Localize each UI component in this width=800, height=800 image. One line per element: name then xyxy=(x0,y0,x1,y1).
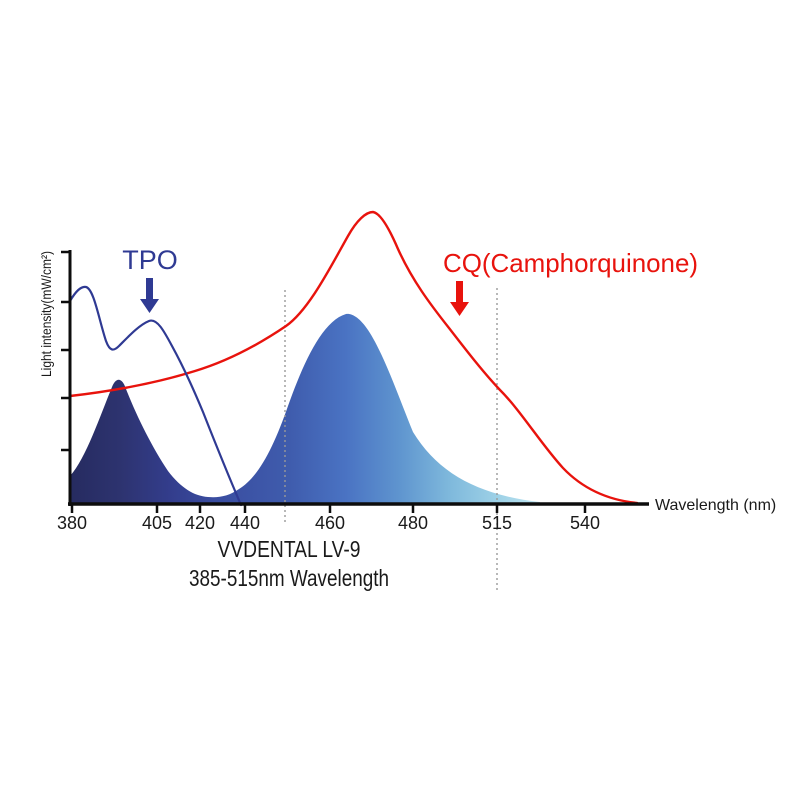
tpo-absorption-curve xyxy=(68,285,243,507)
tpo-down-arrow-icon xyxy=(140,278,159,313)
x-tick-label-380: 380 xyxy=(57,513,87,533)
x-tick-label-540: 540 xyxy=(570,513,600,533)
cq-label: CQ(Camphorquinone) xyxy=(443,248,698,278)
y-axis-title: Light intensity(mW/cm²) xyxy=(38,251,54,377)
x-tick-label-480: 480 xyxy=(398,513,428,533)
x-tick-label-440: 440 xyxy=(230,513,260,533)
x-tick-label-405: 405 xyxy=(142,513,172,533)
cq-down-arrow-icon xyxy=(450,281,469,316)
x-tick-label-460: 460 xyxy=(315,513,345,533)
x-tick-label-420: 420 xyxy=(185,513,215,533)
tpo-label: TPO xyxy=(122,245,178,275)
product-subtitle: 385-515nm Wavelength xyxy=(189,565,389,591)
x-axis-ticks xyxy=(70,504,587,513)
cq-absorption-curve xyxy=(68,210,639,505)
x-tick-label-515: 515 xyxy=(482,513,512,533)
led-emission-area xyxy=(70,313,540,504)
x-axis-title: Wavelength (nm) xyxy=(655,497,776,514)
product-title: VVDENTAL LV-9 xyxy=(218,536,361,562)
y-axis-ticks xyxy=(61,250,70,452)
